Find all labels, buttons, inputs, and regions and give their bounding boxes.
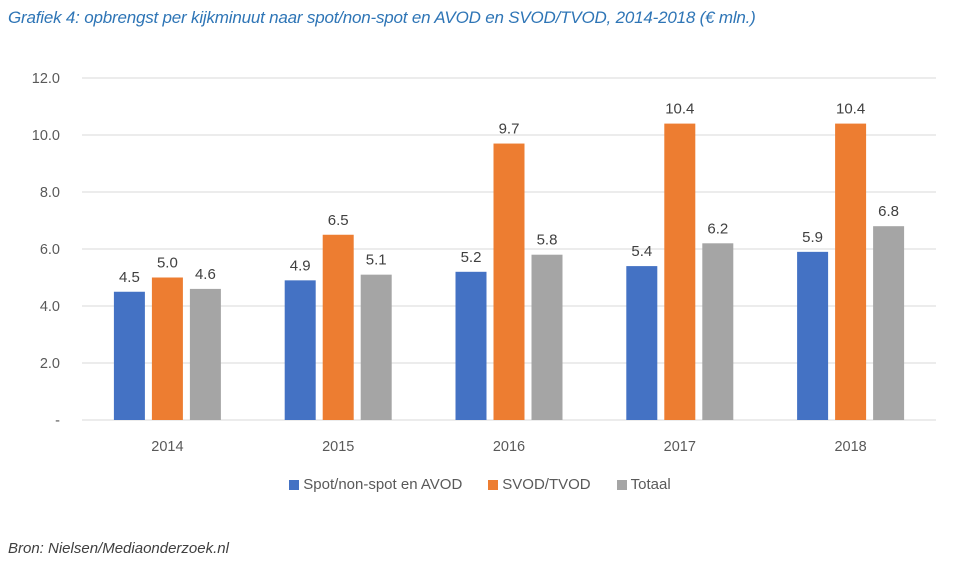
legend-label: Totaal bbox=[630, 476, 671, 493]
legend: Spot/non-spot en AVOD SVOD/TVOD Totaal bbox=[0, 476, 960, 493]
bar bbox=[873, 226, 905, 420]
y-tick-label: 12.0 bbox=[32, 71, 60, 87]
data-label: 6.2 bbox=[707, 220, 728, 237]
data-label: 6.8 bbox=[878, 203, 899, 220]
bar bbox=[360, 274, 392, 420]
y-axis-ticks: - 2.0 4.0 6.0 8.0 10.0 12.0 bbox=[32, 71, 60, 429]
bar bbox=[835, 123, 867, 420]
data-label: 4.9 bbox=[290, 257, 311, 274]
legend-item: Spot/non-spot en AVOD bbox=[289, 476, 462, 493]
bars bbox=[113, 123, 905, 421]
data-label: 9.7 bbox=[499, 121, 520, 138]
bar bbox=[189, 288, 221, 420]
data-label: 6.5 bbox=[328, 212, 349, 229]
bar bbox=[322, 234, 354, 420]
x-tick-label: 2017 bbox=[664, 439, 696, 455]
bar bbox=[151, 277, 183, 420]
legend-item: SVOD/TVOD bbox=[488, 476, 591, 493]
bar bbox=[664, 123, 696, 420]
bar bbox=[493, 143, 525, 421]
legend-item: Totaal bbox=[616, 476, 671, 493]
data-labels: 4.5 5.0 4.6 4.9 6.5 5.1 5.2 9.7 5.8 5.4 10.4 6.2 5.9… bbox=[119, 101, 899, 286]
bar-chart: - 2.0 4.0 6.0 8.0 10.0 12.0 4.5 5.0 4.6 4.9 6.5 5.1… bbox=[32, 71, 936, 455]
x-tick-label: 2014 bbox=[151, 439, 183, 455]
x-tick-label: 2016 bbox=[493, 439, 525, 455]
data-label: 4.6 bbox=[195, 266, 216, 283]
y-tick-label: 6.0 bbox=[40, 242, 60, 258]
legend-label: Spot/non-spot en AVOD bbox=[303, 476, 463, 493]
data-label: 5.9 bbox=[802, 229, 823, 246]
data-label: 10.4 bbox=[836, 101, 865, 118]
legend-label: SVOD/TVOD bbox=[502, 476, 591, 493]
y-tick-label: 8.0 bbox=[40, 185, 60, 201]
y-tick-label: 2.0 bbox=[40, 356, 60, 372]
source-note: Bron: Nielsen/Mediaonderzoek.nl bbox=[8, 540, 229, 557]
data-label: 5.1 bbox=[366, 252, 387, 269]
x-axis-ticks: 2014 2015 2016 2017 2018 bbox=[151, 439, 866, 455]
bar bbox=[797, 251, 829, 420]
data-label: 10.4 bbox=[665, 101, 694, 118]
legend-swatch bbox=[289, 479, 300, 490]
bar bbox=[113, 291, 145, 420]
data-label: 5.2 bbox=[461, 249, 482, 266]
x-tick-label: 2018 bbox=[834, 439, 866, 455]
legend-swatch bbox=[488, 479, 499, 490]
data-label: 5.4 bbox=[631, 243, 652, 260]
x-tick-label: 2015 bbox=[322, 439, 354, 455]
data-label: 5.0 bbox=[157, 255, 178, 272]
y-tick-label: 4.0 bbox=[40, 299, 60, 315]
y-tick-label: - bbox=[55, 413, 60, 429]
bar bbox=[284, 280, 316, 420]
data-label: 5.8 bbox=[537, 232, 558, 249]
bar bbox=[455, 271, 487, 420]
bar bbox=[531, 254, 563, 420]
bar bbox=[626, 266, 658, 420]
y-tick-label: 10.0 bbox=[32, 128, 60, 144]
chart-title: Grafiek 4: opbrengst per kijkminuut naar… bbox=[8, 8, 756, 27]
legend-swatch bbox=[616, 479, 627, 490]
bar bbox=[702, 243, 734, 420]
data-label: 4.5 bbox=[119, 269, 140, 286]
